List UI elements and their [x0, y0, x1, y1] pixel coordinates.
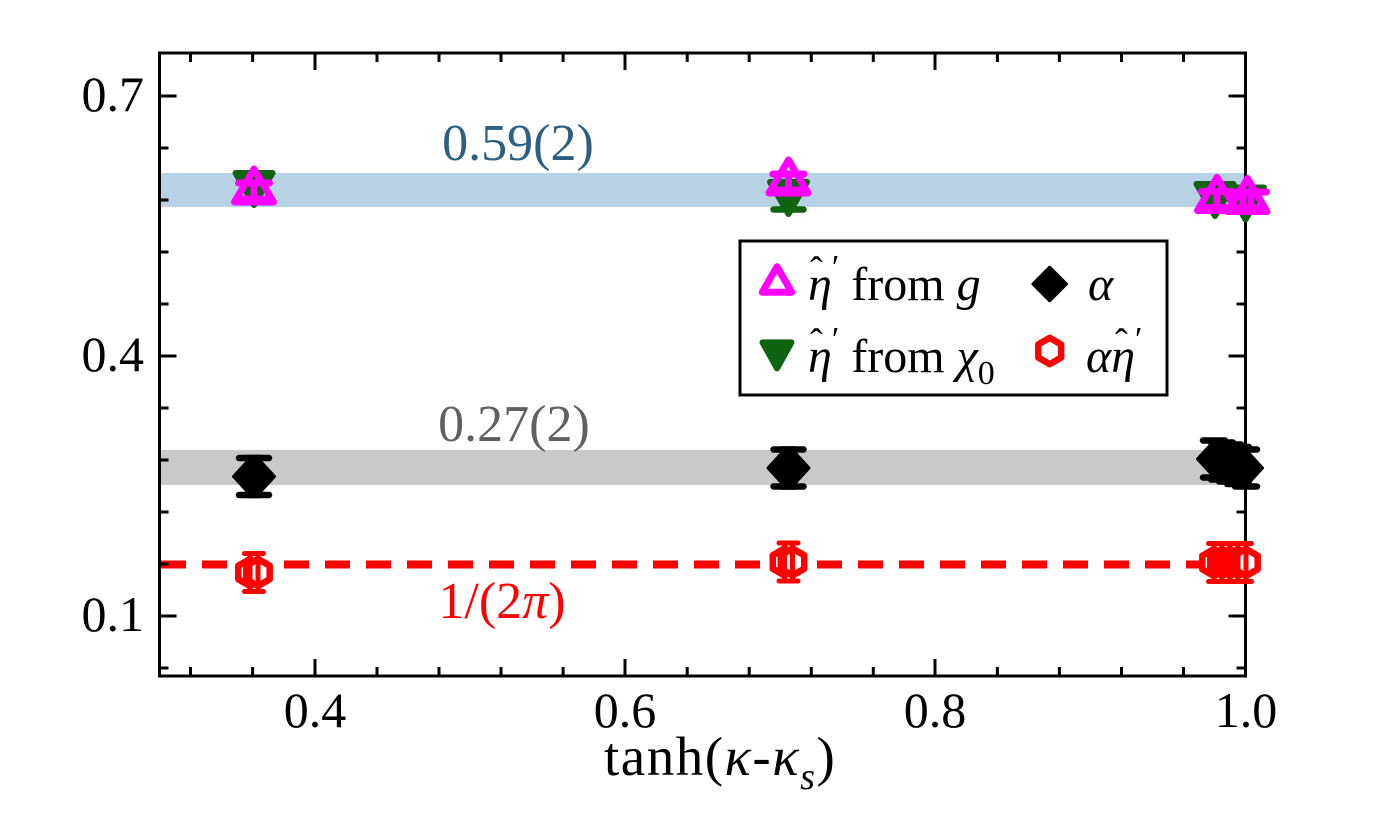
svg-text:η′ from g: η′ from g: [808, 249, 981, 311]
svg-text:0.4: 0.4: [82, 326, 145, 382]
svg-text:1/(2π): 1/(2π): [438, 573, 565, 630]
svg-text:α: α: [1088, 258, 1114, 311]
svg-text:0.6: 0.6: [594, 682, 657, 738]
svg-text:ˆ: ˆ: [810, 250, 823, 292]
svg-text:ˆ: ˆ: [1115, 322, 1128, 364]
svg-text:0.8: 0.8: [904, 682, 967, 738]
svg-text:0.1: 0.1: [82, 586, 145, 642]
svg-text:0.59(2): 0.59(2): [442, 115, 594, 172]
svg-text:0.27(2): 0.27(2): [438, 396, 590, 453]
svg-text:0.7: 0.7: [82, 66, 145, 122]
svg-text:αη′: αη′: [1086, 321, 1142, 383]
svg-text:η′ from χ0: η′ from χ0: [808, 321, 995, 392]
svg-text:ˆ: ˆ: [810, 322, 823, 364]
svg-text:1.0: 1.0: [1215, 682, 1278, 738]
svg-text:0.4: 0.4: [284, 682, 347, 738]
svg-text:tanh(κ-κs): tanh(κ-κs): [604, 726, 836, 798]
